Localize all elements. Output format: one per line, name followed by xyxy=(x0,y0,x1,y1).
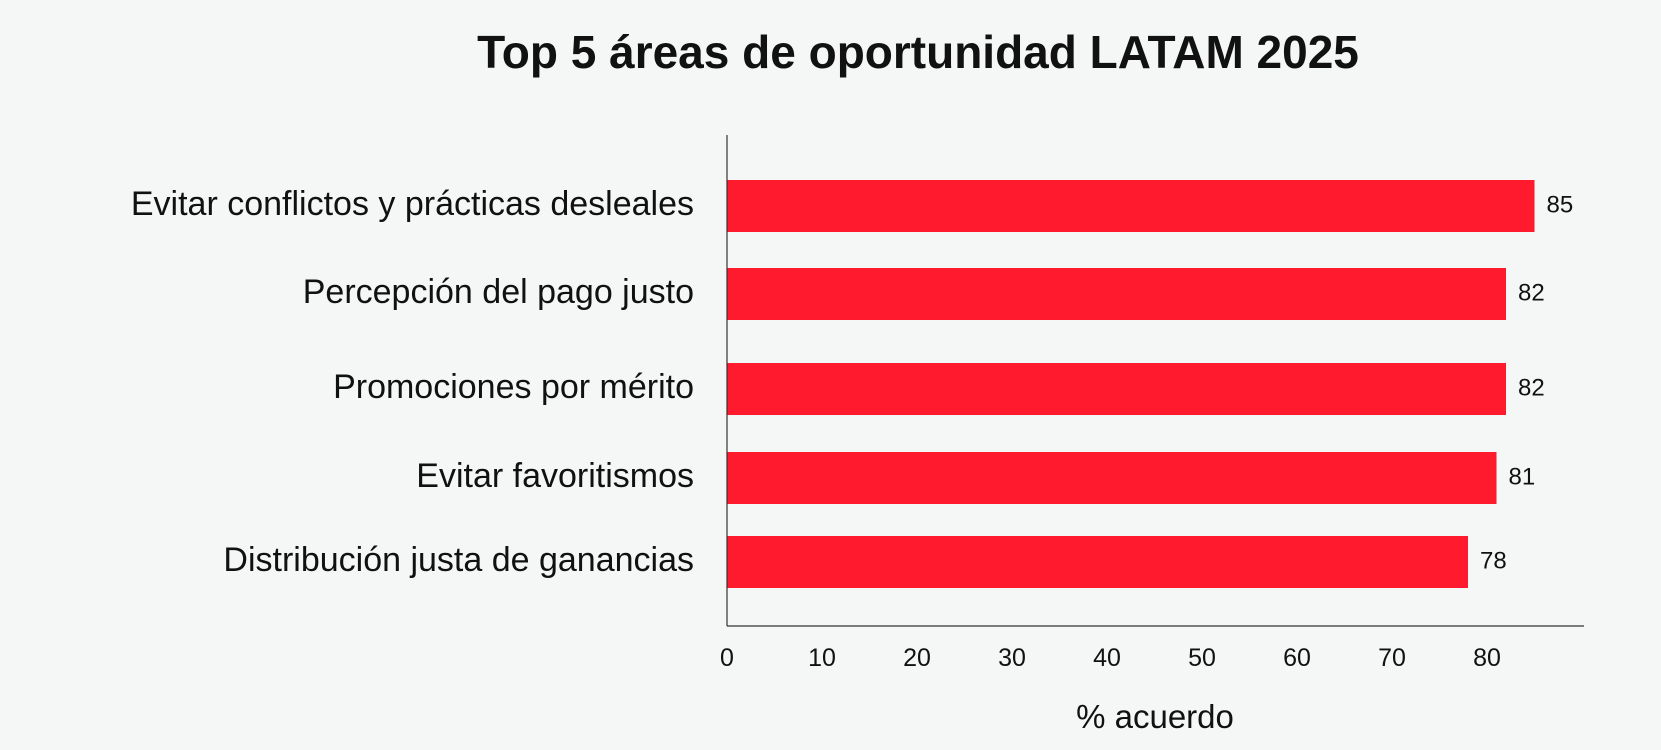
x-tick-label: 80 xyxy=(1473,644,1501,672)
x-tick-label: 30 xyxy=(998,644,1026,672)
x-tick-label: 10 xyxy=(808,644,836,672)
category-label: Evitar conflictos y prácticas desleales xyxy=(131,185,694,223)
category-labels: Evitar conflictos y prácticas desleales P… xyxy=(131,185,694,579)
value-label: 78 xyxy=(1480,547,1507,574)
category-label: Promociones por mérito xyxy=(333,368,694,406)
value-label: 82 xyxy=(1518,279,1545,306)
bar xyxy=(727,363,1506,415)
value-label: 82 xyxy=(1518,374,1545,401)
bar xyxy=(727,268,1506,320)
category-label: Evitar favoritismos xyxy=(416,457,694,495)
x-tick-label: 20 xyxy=(903,644,931,672)
bar xyxy=(727,452,1497,504)
value-label: 81 xyxy=(1509,463,1536,490)
x-tick-label: 70 xyxy=(1378,644,1406,672)
x-tick-label: 0 xyxy=(720,644,734,672)
x-tick-label: 50 xyxy=(1188,644,1216,672)
category-label: Distribución justa de ganancias xyxy=(223,541,694,579)
value-label: 85 xyxy=(1547,191,1574,218)
category-label: Percepción del pago justo xyxy=(303,273,694,311)
bar xyxy=(727,180,1535,232)
bars-layer xyxy=(727,180,1535,588)
bar xyxy=(727,536,1468,588)
x-axis-ticks: 0 10 20 30 40 50 60 70 80 xyxy=(720,644,1501,672)
x-tick-label: 60 xyxy=(1283,644,1311,672)
x-axis-label: % acuerdo xyxy=(1076,698,1234,735)
chart-title: Top 5 áreas de oportunidad LATAM 2025 xyxy=(477,26,1359,78)
value-labels: 85 82 82 81 78 xyxy=(1480,191,1573,574)
x-tick-label: 40 xyxy=(1093,644,1121,672)
